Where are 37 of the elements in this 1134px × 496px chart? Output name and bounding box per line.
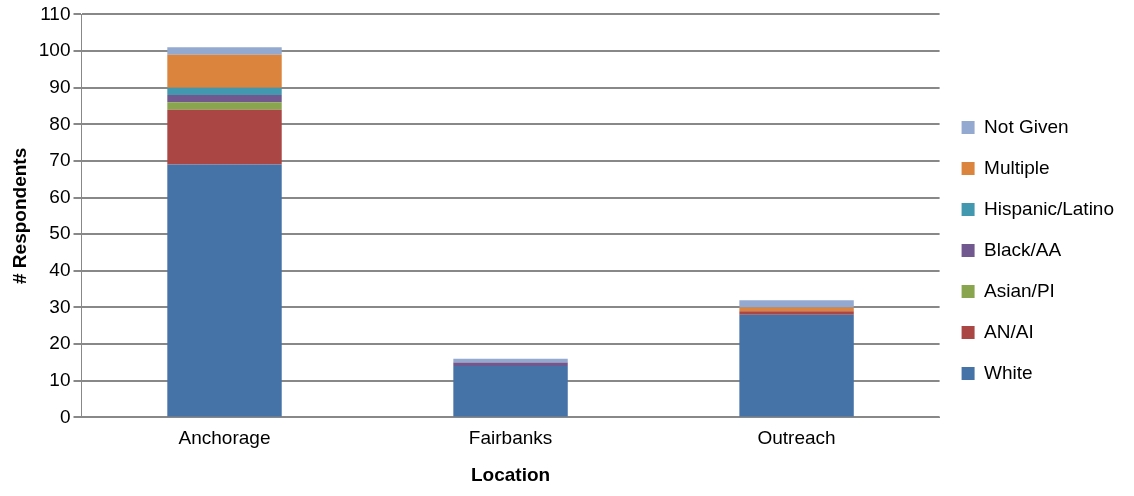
bar <box>167 95 282 103</box>
x-tick-label: Outreach <box>757 427 836 449</box>
bar <box>739 300 854 308</box>
bar <box>739 311 854 315</box>
x-axis-title: Location <box>470 463 551 485</box>
bar <box>167 164 282 417</box>
y-axis-title: # Respondents <box>8 147 30 284</box>
legend-label: Hispanic/Latino <box>984 197 1115 219</box>
legend-label: Not Given <box>984 115 1069 137</box>
legend-label: Multiple <box>984 156 1050 178</box>
y-tick-label: 100 <box>38 39 71 61</box>
legend-label: AN/AI <box>984 320 1034 342</box>
bar <box>167 54 282 88</box>
y-tick-label: 90 <box>49 75 71 97</box>
y-tick-label: 110 <box>40 2 71 24</box>
bar <box>739 307 854 312</box>
bar <box>167 109 282 165</box>
legend-label: Asian/PI <box>984 279 1055 301</box>
bar <box>453 366 568 417</box>
bar <box>453 362 568 367</box>
y-tick-label: 40 <box>49 259 71 281</box>
y-tick-label: 30 <box>49 295 71 317</box>
y-tick-label: 0 <box>59 405 71 427</box>
bar <box>167 102 282 110</box>
y-tick-label: 80 <box>49 112 71 134</box>
x-tick-label: Anchorage <box>178 427 271 449</box>
bar <box>167 47 282 55</box>
y-tick-label: 70 <box>49 149 71 171</box>
legend-label: White <box>984 361 1033 383</box>
bar <box>739 314 854 417</box>
y-tick-label: 50 <box>49 222 71 244</box>
y-tick-label: 20 <box>49 332 71 354</box>
bar <box>167 87 282 95</box>
x-tick-label: Fairbanks <box>468 427 553 449</box>
y-tick-label: 60 <box>49 185 71 207</box>
y-tick-label: 10 <box>49 369 71 390</box>
legend-label: Black/AA <box>984 238 1062 260</box>
